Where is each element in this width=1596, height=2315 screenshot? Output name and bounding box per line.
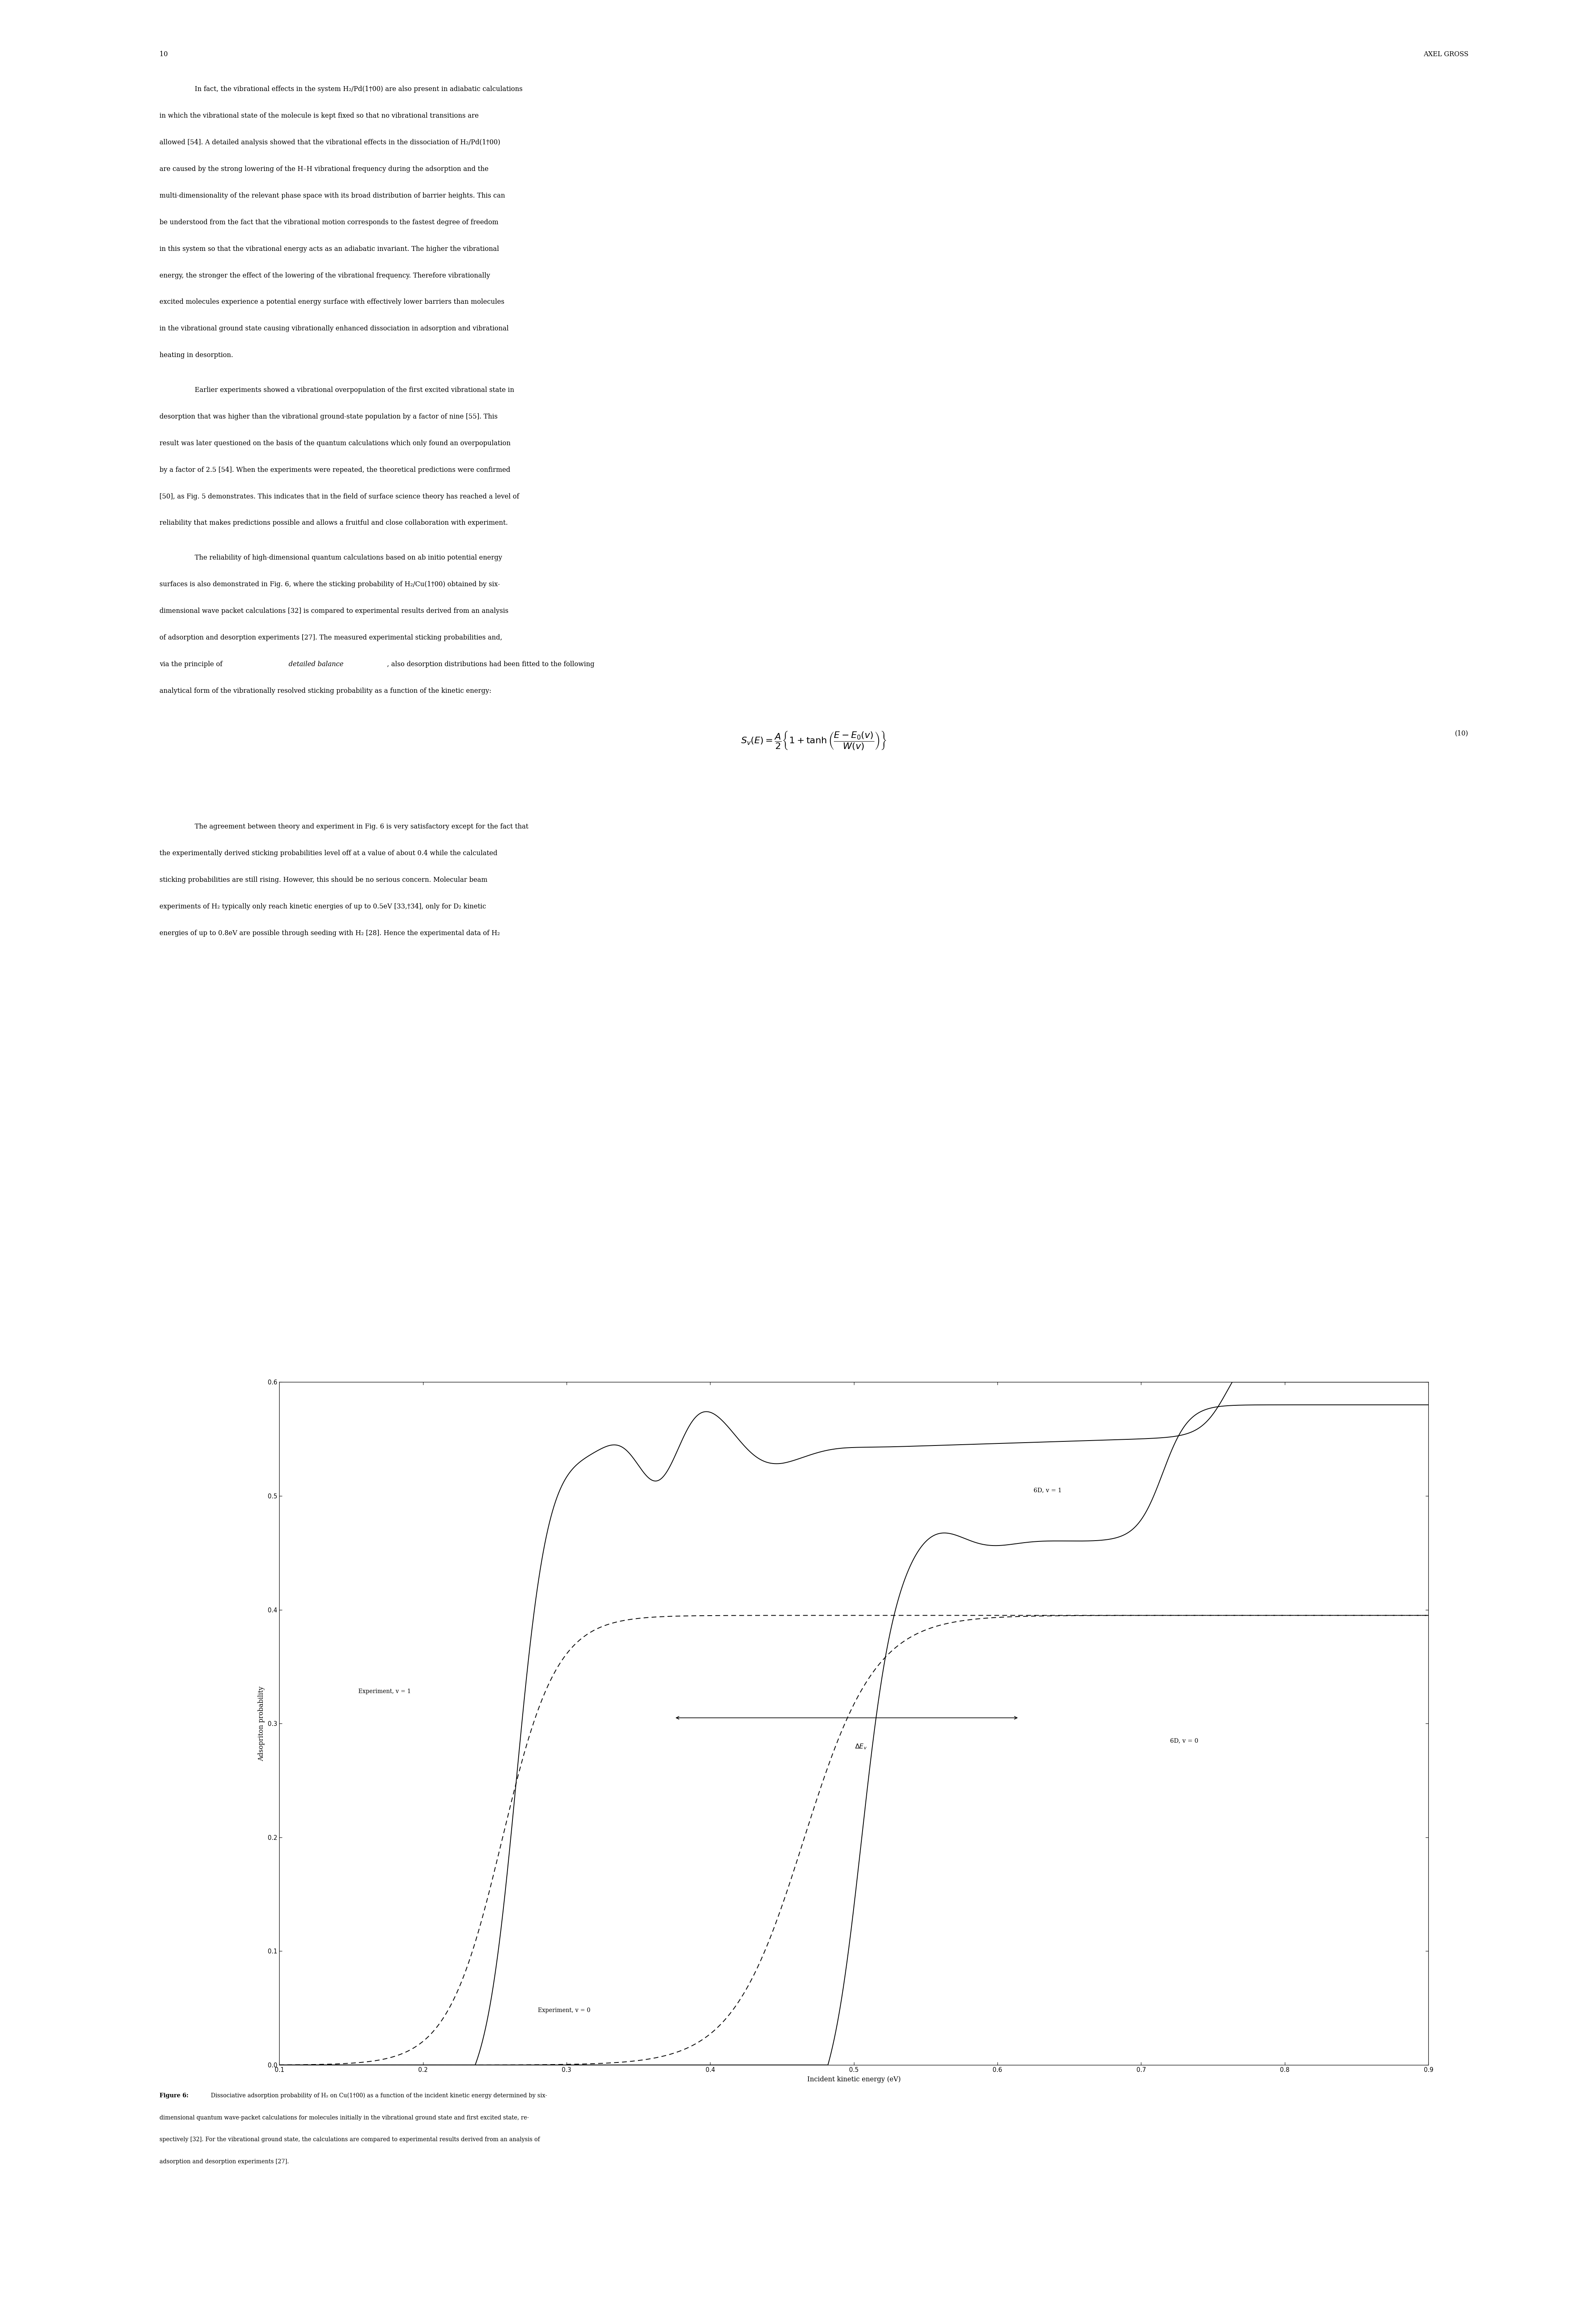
Text: multi-dimensionality of the relevant phase space with its broad distribution of : multi-dimensionality of the relevant pha… — [160, 192, 506, 199]
Text: energies of up to 0.8‬eV are possible through seeding with H₂ [28]. Hence the ex: energies of up to 0.8‬eV are possible th… — [160, 931, 500, 938]
Text: 6D, v = 1: 6D, v = 1 — [1034, 1486, 1061, 1493]
Text: be understood from the fact that the vibrational motion corresponds to the faste: be understood from the fact that the vib… — [160, 218, 498, 227]
Text: by a factor of 2.5 [54]. When the experiments were repeated, the theoretical pre: by a factor of 2.5 [54]. When the experi… — [160, 465, 511, 472]
Text: result was later questioned on the basis of the quantum calculations which only : result was later questioned on the basis… — [160, 440, 511, 447]
Text: , also desorption distributions had been fitted to the following: , also desorption distributions had been… — [386, 660, 594, 667]
Text: (10): (10) — [1456, 729, 1468, 736]
Text: dimensional wave packet calculations [32] is compared to experimental results de: dimensional wave packet calculations [32… — [160, 607, 509, 613]
Text: excited molecules experience a potential energy surface with effectively lower b: excited molecules experience a potential… — [160, 299, 504, 306]
Text: detailed balance: detailed balance — [289, 660, 343, 667]
Text: in the vibrational ground state causing vibrationally enhanced dissociation in a: in the vibrational ground state causing … — [160, 324, 509, 333]
Text: 6D, v = 0: 6D, v = 0 — [1170, 1739, 1199, 1743]
Text: in which the vibrational state of the molecule is kept fixed so that no vibratio: in which the vibrational state of the mo… — [160, 111, 479, 120]
Text: surfaces is also demonstrated in Fig. 6, where the sticking probability of H₂/Cu: surfaces is also demonstrated in Fig. 6,… — [160, 581, 500, 588]
Text: dimensional quantum wave-packet calculations for molecules initially in the vibr: dimensional quantum wave-packet calculat… — [160, 2116, 530, 2121]
Text: allowed [54]. A detailed analysis showed that the vibrational effects in the dis: allowed [54]. A detailed analysis showed… — [160, 139, 501, 146]
Text: Experiment, v = 0: Experiment, v = 0 — [538, 2007, 591, 2014]
Y-axis label: Adsopriton probability: Adsopriton probability — [259, 1685, 265, 1762]
Text: energy, the stronger the effect of the lowering of the vibrational frequency. Th: energy, the stronger the effect of the l… — [160, 271, 490, 280]
Text: The reliability of high-dimensional quantum calculations based on ab initio pote: The reliability of high-dimensional quan… — [195, 553, 503, 560]
Text: AXEL GROSS: AXEL GROSS — [1424, 51, 1468, 58]
Text: Figure 6:: Figure 6: — [160, 2093, 188, 2097]
Text: spectively [32]. For the vibrational ground state, the calculations are compared: spectively [32]. For the vibrational gro… — [160, 2137, 539, 2141]
Text: the experimentally derived sticking probabilities level off at a value of about : the experimentally derived sticking prob… — [160, 850, 498, 857]
Text: are caused by the strong lowering of the H–H vibrational frequency during the ad: are caused by the strong lowering of the… — [160, 164, 488, 174]
Text: experiments of H₂ typically only reach kinetic energies of up to 0.5‬eV [33,†34]: experiments of H₂ typically only reach k… — [160, 903, 487, 910]
Text: of adsorption and desorption experiments [27]. The measured experimental stickin: of adsorption and desorption experiments… — [160, 634, 503, 641]
Text: heating in desorption.: heating in desorption. — [160, 352, 233, 359]
Text: 10: 10 — [160, 51, 168, 58]
Text: sticking probabilities are still rising. However, this should be no serious conc: sticking probabilities are still rising.… — [160, 877, 487, 884]
Text: in this system so that the vibrational energy acts as an adiabatic invariant. Th: in this system so that the vibrational e… — [160, 245, 500, 252]
Text: $S_v(E) = \dfrac{A}{2}\left\{1 + \tanh\left(\dfrac{E - E_0(v)}{W(v)}\right)\righ: $S_v(E) = \dfrac{A}{2}\left\{1 + \tanh\l… — [741, 729, 887, 752]
Text: [50], as Fig. 5 demonstrates. This indicates that in the field of surface scienc: [50], as Fig. 5 demonstrates. This indic… — [160, 493, 519, 500]
Text: reliability that makes predictions possible and allows a fruitful and close coll: reliability that makes predictions possi… — [160, 519, 508, 526]
Text: In fact, the vibrational effects in the system H₂/Pd(1†00) are also present in a: In fact, the vibrational effects in the … — [195, 86, 522, 93]
Text: The agreement between theory and experiment in Fig. 6 is very satisfactory excep: The agreement between theory and experim… — [195, 824, 528, 831]
Text: via the principle of: via the principle of — [160, 660, 225, 667]
Text: analytical form of the vibrationally resolved sticking probability as a function: analytical form of the vibrationally res… — [160, 688, 492, 694]
Text: Earlier experiments showed a vibrational overpopulation of the first excited vib: Earlier experiments showed a vibrational… — [195, 387, 514, 394]
X-axis label: Incident kinetic energy (eV): Incident kinetic energy (eV) — [808, 2077, 900, 2084]
Text: desorption that was higher than the vibrational ground-state population by a fac: desorption that was higher than the vibr… — [160, 412, 498, 419]
Text: adsorption and desorption experiments [27].: adsorption and desorption experiments [2… — [160, 2158, 289, 2165]
Text: $\Delta E_v$: $\Delta E_v$ — [855, 1743, 867, 1750]
Text: Experiment, v = 1: Experiment, v = 1 — [358, 1688, 410, 1695]
Text: Dissociative adsorption probability of H₂ on Cu(1†00) as a function of the incid: Dissociative adsorption probability of H… — [209, 2093, 547, 2100]
